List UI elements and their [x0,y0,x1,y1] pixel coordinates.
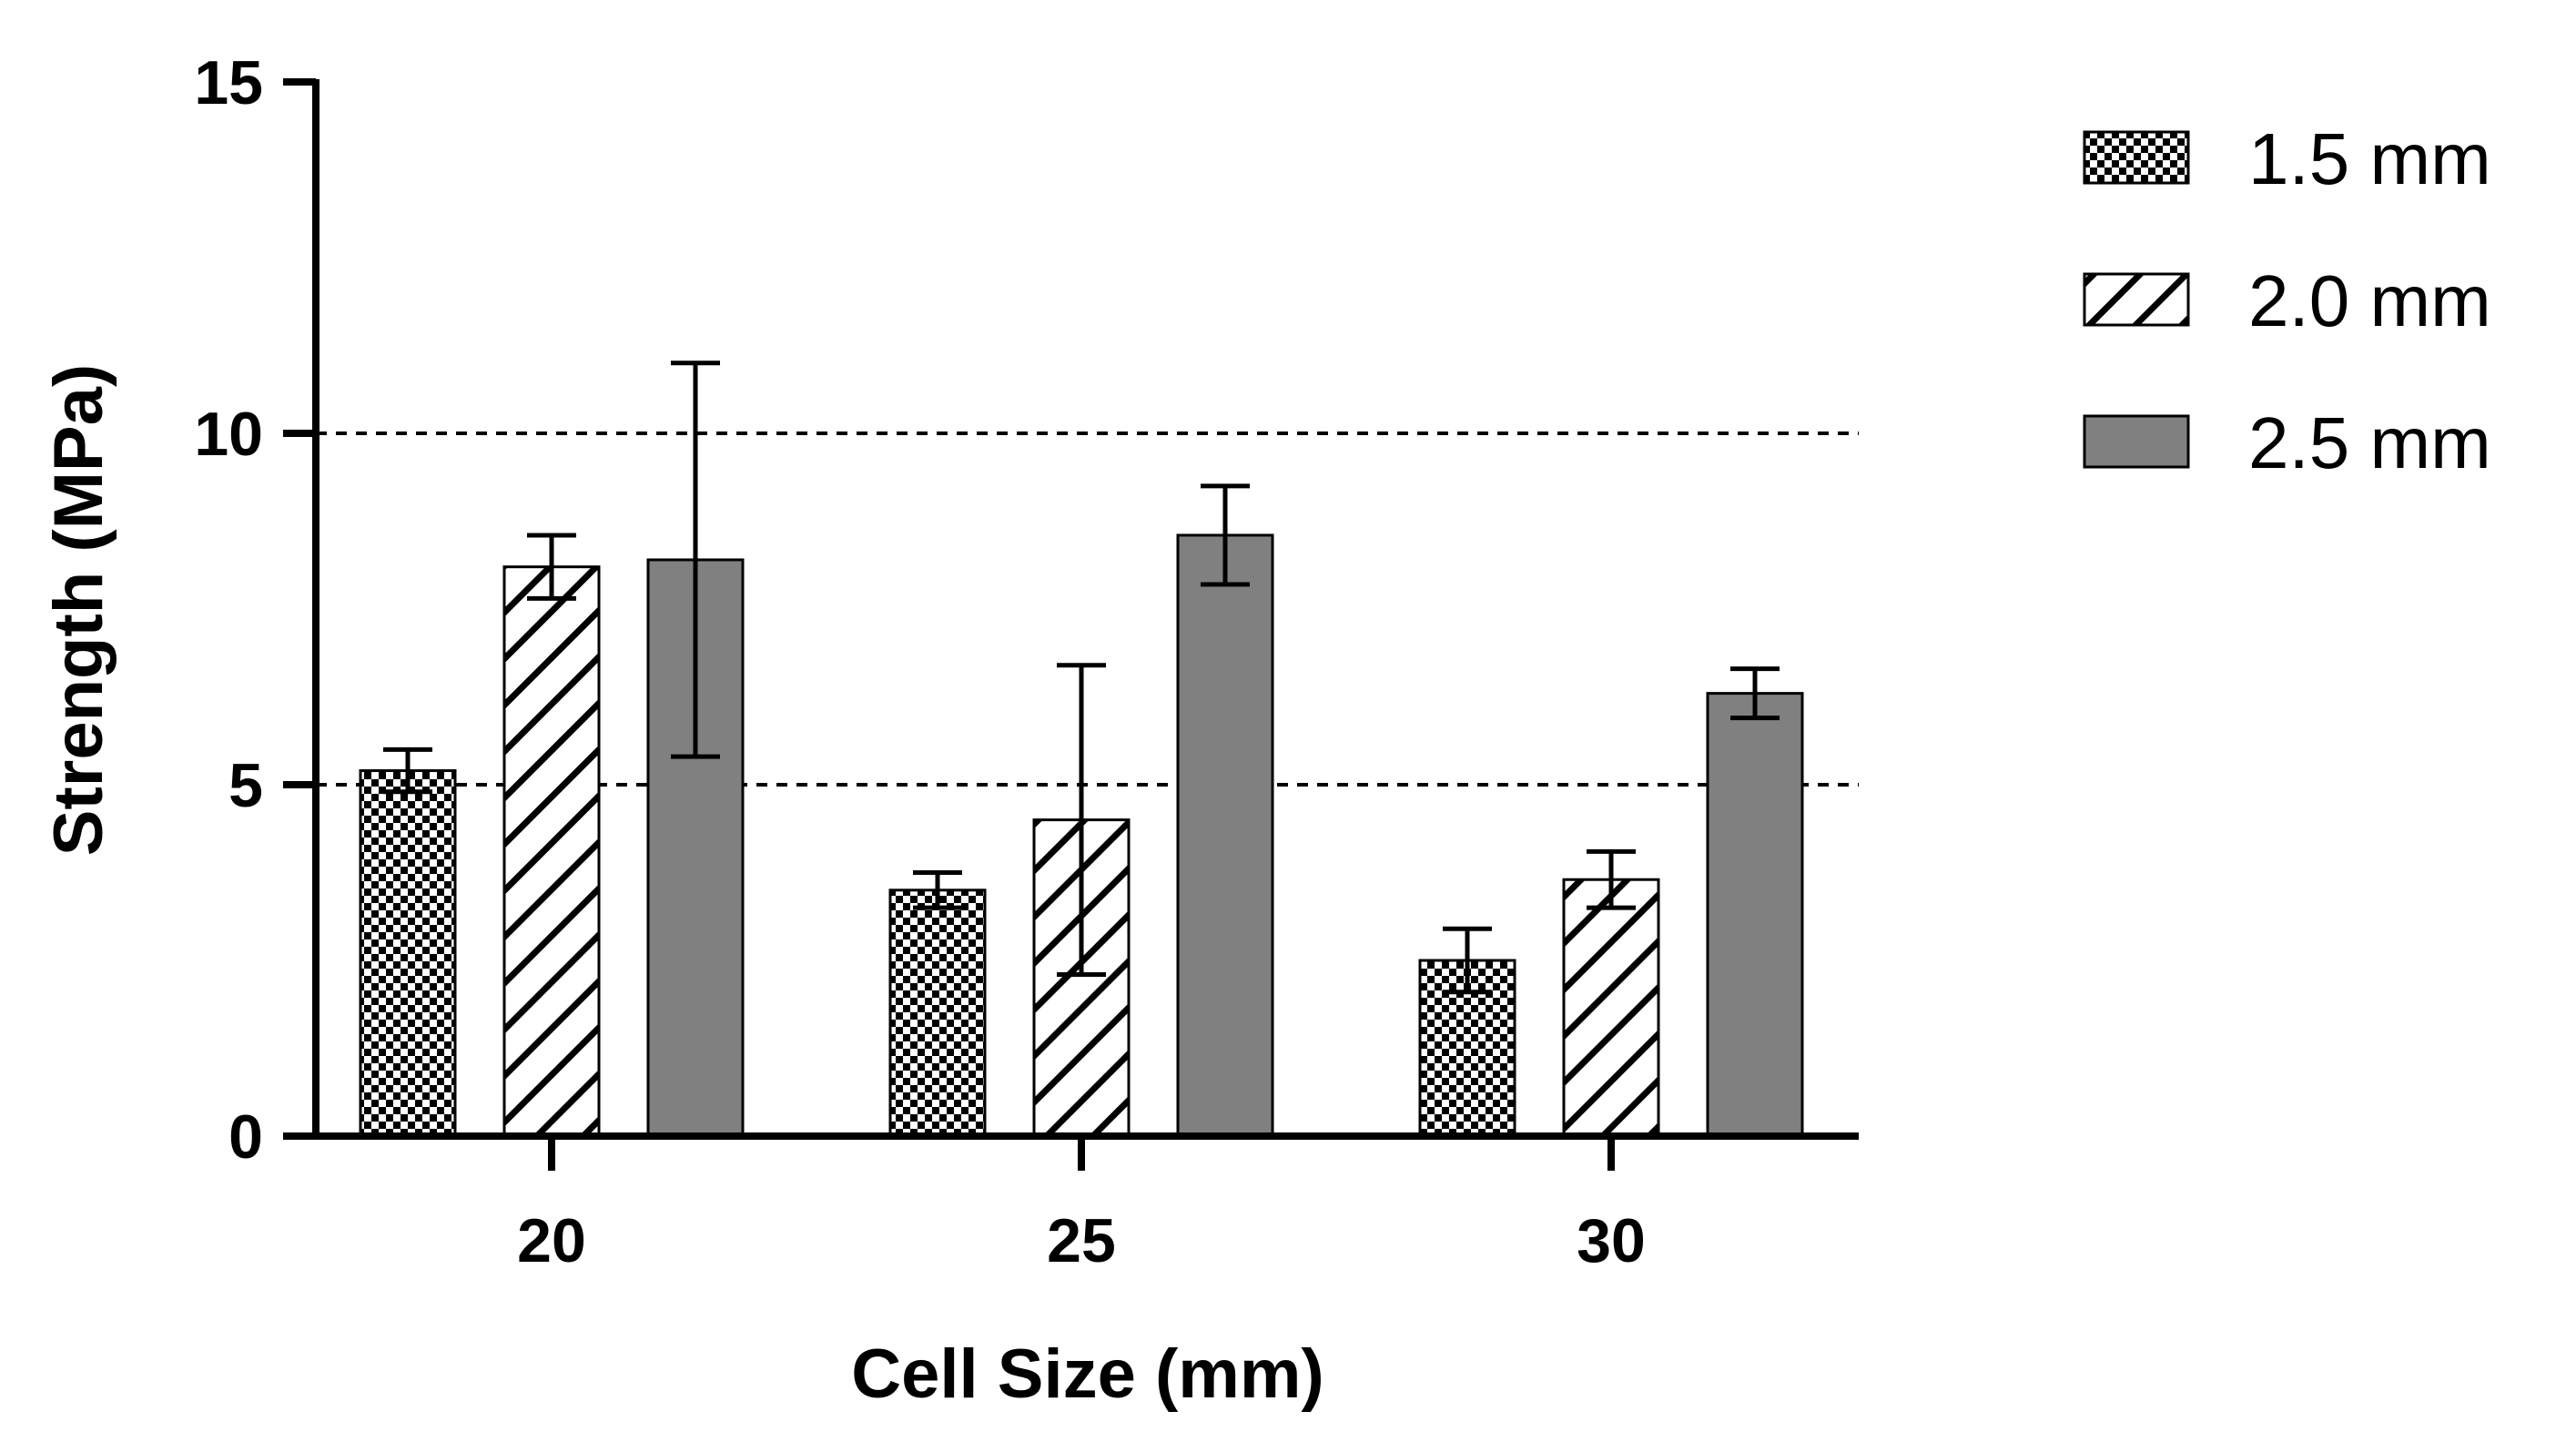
bar [502,565,601,1138]
y-tick-label: 5 [228,751,263,820]
legend-label: 2.5 mm [2248,402,2491,483]
x-tick-label: 30 [1577,1206,1646,1275]
x-axis-title: Cell Size (mm) [851,1335,1323,1413]
legend: 1.5 mm 2.0 mm 2.5 mm [2083,118,2491,483]
legend-label: 2.0 mm [2248,260,2491,341]
bar [1706,692,1804,1138]
y-tick-label: 10 [194,400,263,469]
y-tick-label: 0 [228,1102,263,1172]
y-tick-label: 15 [194,48,263,117]
y-axis-title: Strength (MPa) [40,364,117,856]
bar [1562,878,1660,1138]
legend-swatch [2083,272,2190,327]
x-tick-label: 20 [517,1206,586,1275]
legend-label: 1.5 mm [2248,118,2491,199]
bar [359,769,457,1138]
x-tick-label: 25 [1047,1206,1116,1275]
bar [888,888,987,1138]
legend-swatch [2083,130,2190,185]
bar [1176,533,1274,1138]
legend-swatch [2083,414,2190,469]
